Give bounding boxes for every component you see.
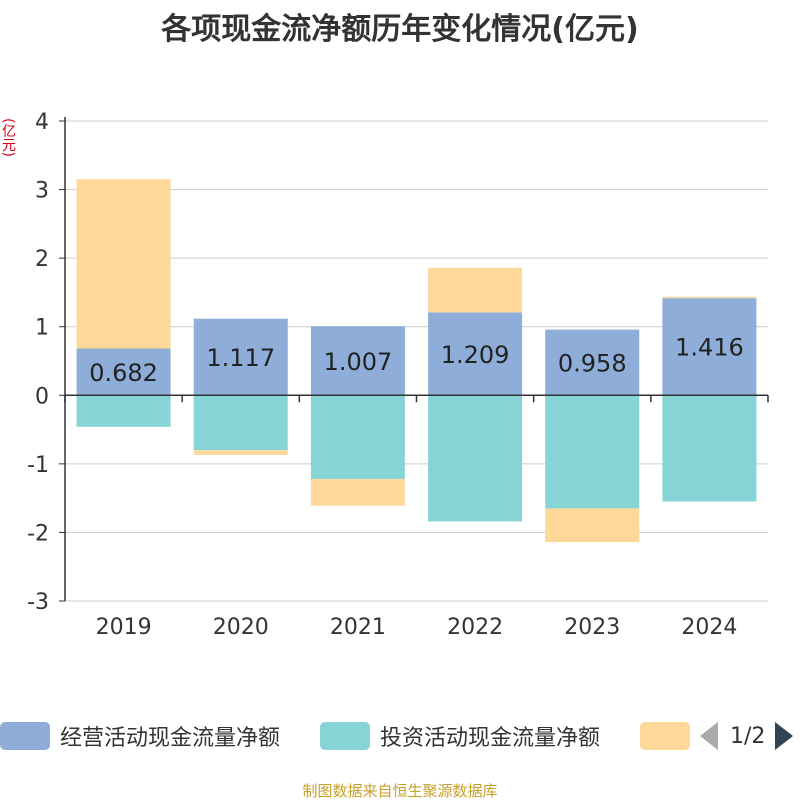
- legend-swatch-financing: [640, 722, 690, 750]
- bar-investing-2023: [545, 395, 640, 509]
- bar-financing-2024: [662, 296, 757, 299]
- bar-financing-2021: [310, 478, 405, 506]
- y-tick-label: -2: [27, 521, 49, 546]
- data-label: 0.682: [89, 359, 158, 387]
- legend-next-page-icon[interactable]: [775, 722, 794, 750]
- bar-financing-2020: [193, 450, 288, 455]
- data-label: 0.958: [558, 349, 627, 377]
- bar-financing-2019: [76, 179, 171, 349]
- data-source-note: 制图数据来自恒生聚源数据库: [302, 782, 498, 800]
- bar-operating-2020: [193, 318, 288, 396]
- legend-swatch-investing: [320, 722, 370, 750]
- legend: 经营活动现金流量净额 投资活动现金流量净额 1/2: [0, 716, 800, 756]
- y-tick-label: 3: [35, 179, 49, 204]
- y-tick-label: 0: [35, 384, 49, 409]
- bar-operating-2021: [310, 326, 405, 396]
- x-tick-label: 2020: [213, 615, 269, 640]
- y-tick-label: 4: [35, 110, 49, 135]
- legend-label-investing: 投资活动现金流量净额: [380, 726, 601, 751]
- bar-financing-2023: [545, 508, 640, 543]
- bar-operating-2019: [76, 348, 171, 396]
- bar-investing-2021: [310, 395, 405, 479]
- x-tick-label: 2023: [564, 615, 620, 640]
- bar-investing-2022: [428, 395, 523, 522]
- legend-item-investing[interactable]: 投资活动现金流量净额: [320, 716, 600, 756]
- legend-item-financing[interactable]: [640, 716, 690, 756]
- chart-title: 各项现金流净额历年变化情况(亿元): [161, 12, 639, 47]
- legend-label-operating: 经营活动现金流量净额: [60, 726, 281, 751]
- y-tick-label: -1: [27, 453, 49, 478]
- data-label: 1.007: [324, 348, 393, 376]
- x-tick-label: 2022: [447, 615, 503, 640]
- legend-swatch-operating: [0, 722, 50, 750]
- bar-operating-2024: [662, 298, 757, 396]
- y-tick-label: -3: [27, 590, 49, 615]
- x-tick-label: 2021: [330, 615, 386, 640]
- bar-operating-2022: [428, 312, 523, 396]
- data-label: 1.117: [206, 344, 275, 372]
- legend-item-operating[interactable]: 经营活动现金流量净额: [0, 716, 280, 756]
- legend-prev-page-icon[interactable]: [700, 722, 718, 750]
- bar-investing-2024: [662, 395, 757, 502]
- bar-investing-2019: [76, 395, 171, 427]
- x-tick-label: 2024: [681, 615, 737, 640]
- bar-financing-2022: [428, 267, 523, 313]
- data-label: 1.416: [675, 334, 744, 362]
- y-tick-label: 1: [35, 316, 49, 341]
- y-tick-label: 2: [35, 247, 49, 272]
- bar-investing-2020: [193, 395, 288, 451]
- bar-operating-2023: [545, 329, 640, 396]
- cash-flow-chart: -3 -2 -1 0 1 2 3 4 0.682 2019 1.117 2020 1.007 2021 1.…: [27, 110, 769, 640]
- x-tick-label: 2019: [96, 615, 152, 640]
- y-axis-unit-label: (亿元): [0, 118, 16, 157]
- data-label: 1.209: [441, 341, 510, 369]
- legend-pager: 1/2: [700, 716, 794, 756]
- legend-page-indicator: 1/2: [730, 723, 766, 749]
